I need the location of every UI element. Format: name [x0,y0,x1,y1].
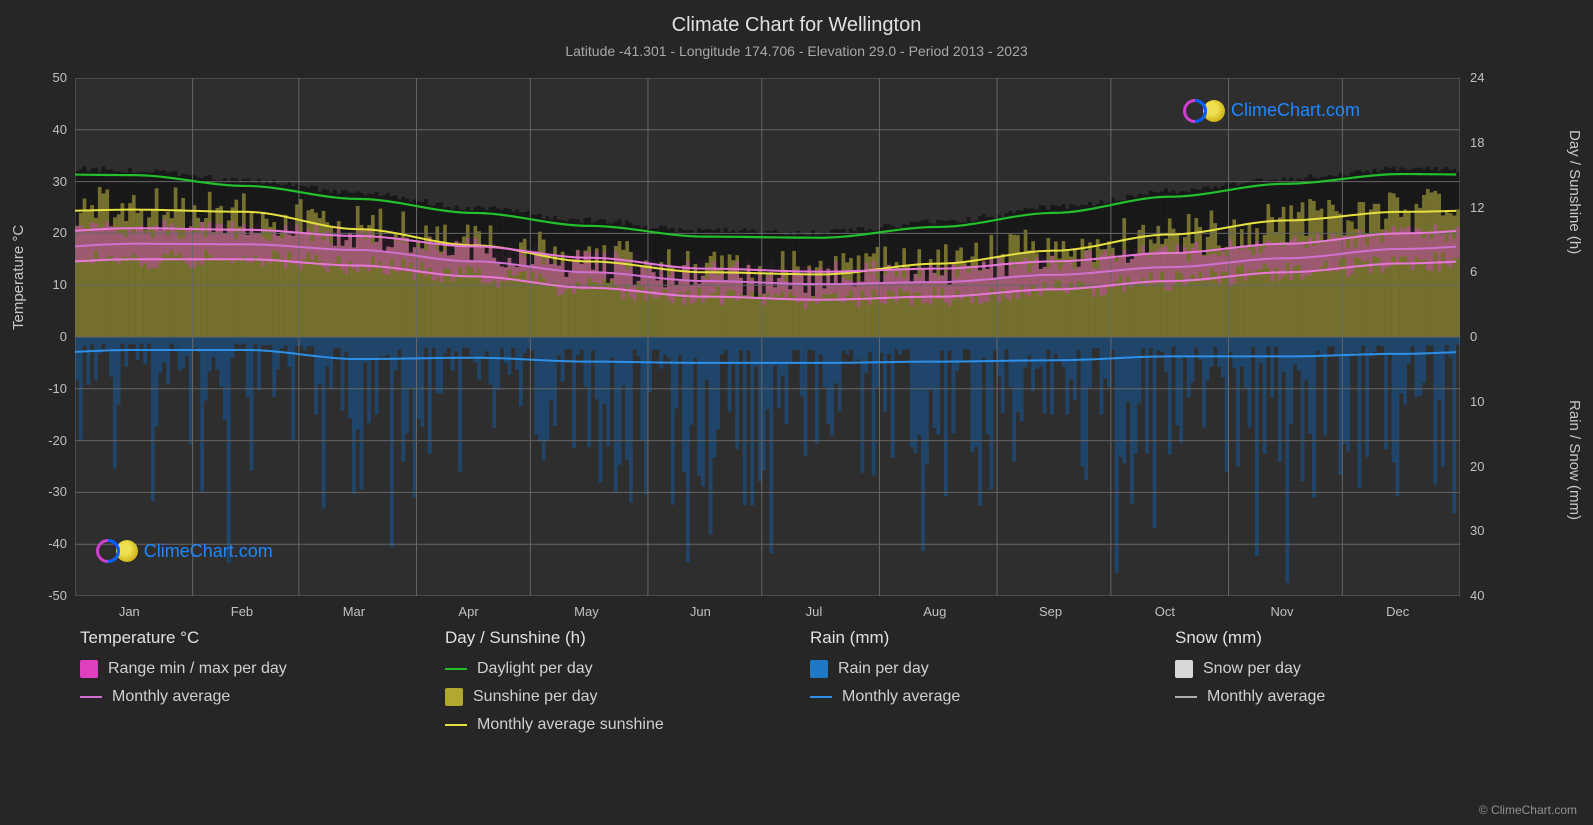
left-tick: 50 [27,70,67,85]
left-tick: 10 [27,277,67,292]
month-tick: Jun [690,604,711,619]
legend-swatch-box [445,688,463,706]
month-tick: Dec [1386,604,1409,619]
right-top-tick: 24 [1470,70,1484,85]
legend-item-label: Range min / max per day [108,660,287,678]
right-bot-tick: 20 [1470,459,1484,474]
left-tick: 0 [27,329,67,344]
watermark: ClimeChart.com [96,539,273,563]
right-top-tick: 18 [1470,135,1484,150]
legend-item-label: Monthly average sunshine [477,716,664,734]
legend: Temperature °C Range min / max per day Mon… [80,628,1510,744]
legend-item: Rain per day [810,660,1145,678]
legend-item-label: Monthly average [842,688,960,706]
legend-group-title: Snow (mm) [1175,628,1510,648]
chart-subtitle: Latitude -41.301 - Longitude 174.706 - E… [0,37,1593,59]
y-axis-right-top-label: Day / Sunshine (h) [1566,130,1583,254]
left-tick: 20 [27,225,67,240]
month-tick: Mar [343,604,365,619]
left-tick: 40 [27,122,67,137]
left-tick: -20 [27,433,67,448]
legend-group-title: Rain (mm) [810,628,1145,648]
legend-swatch-line [810,696,832,698]
legend-item-label: Snow per day [1203,660,1301,678]
left-tick: -40 [27,536,67,551]
right-top-tick: 0 [1470,329,1477,344]
left-tick: 30 [27,174,67,189]
legend-item: Monthly average [80,688,415,706]
legend-item-label: Monthly average [1207,688,1325,706]
month-tick: Jan [119,604,140,619]
legend-item: Monthly average sunshine [445,716,780,734]
right-top-tick: 6 [1470,264,1477,279]
legend-swatch-box [810,660,828,678]
month-tick: Aug [923,604,946,619]
legend-item-label: Monthly average [112,688,230,706]
legend-item: Range min / max per day [80,660,415,678]
legend-item: Sunshine per day [445,688,780,706]
legend-item-label: Rain per day [838,660,929,678]
y-axis-left-label: Temperature °C [10,225,27,330]
legend-swatch-line [445,668,467,670]
legend-item: Daylight per day [445,660,780,678]
right-bot-tick: 40 [1470,588,1484,603]
copyright: © ClimeChart.com [1479,803,1577,817]
right-bot-tick: 30 [1470,523,1484,538]
legend-swatch-line [80,696,102,698]
left-tick: -50 [27,588,67,603]
chart-title: Climate Chart for Wellington [0,0,1593,37]
watermark: ClimeChart.com [1183,99,1360,123]
right-top-tick: 12 [1470,200,1484,215]
left-tick: -10 [27,381,67,396]
legend-group: Rain (mm) Rain per day Monthly average [810,628,1145,744]
legend-item: Snow per day [1175,660,1510,678]
month-tick: Jul [806,604,823,619]
month-tick: Feb [231,604,253,619]
legend-item-label: Sunshine per day [473,688,598,706]
legend-item: Monthly average [1175,688,1510,706]
legend-swatch-line [445,724,467,726]
legend-group: Temperature °C Range min / max per day Mon… [80,628,415,744]
legend-swatch-box [80,660,98,678]
y-axis-right-bot-label: Rain / Snow (mm) [1566,400,1583,520]
legend-swatch-box [1175,660,1193,678]
legend-group-title: Temperature °C [80,628,415,648]
legend-swatch-line [1175,696,1197,698]
climate-plot: ClimeChart.com ClimeChart.com [75,78,1460,596]
right-bot-tick: 10 [1470,394,1484,409]
legend-item-label: Daylight per day [477,660,593,678]
month-tick: Oct [1155,604,1175,619]
month-tick: May [574,604,599,619]
legend-group: Day / Sunshine (h) Daylight per day Sunshi… [445,628,780,744]
month-tick: Apr [458,604,478,619]
month-tick: Nov [1270,604,1293,619]
legend-group: Snow (mm) Snow per day Monthly average [1175,628,1510,744]
legend-group-title: Day / Sunshine (h) [445,628,780,648]
month-tick: Sep [1039,604,1062,619]
left-tick: -30 [27,484,67,499]
legend-item: Monthly average [810,688,1145,706]
